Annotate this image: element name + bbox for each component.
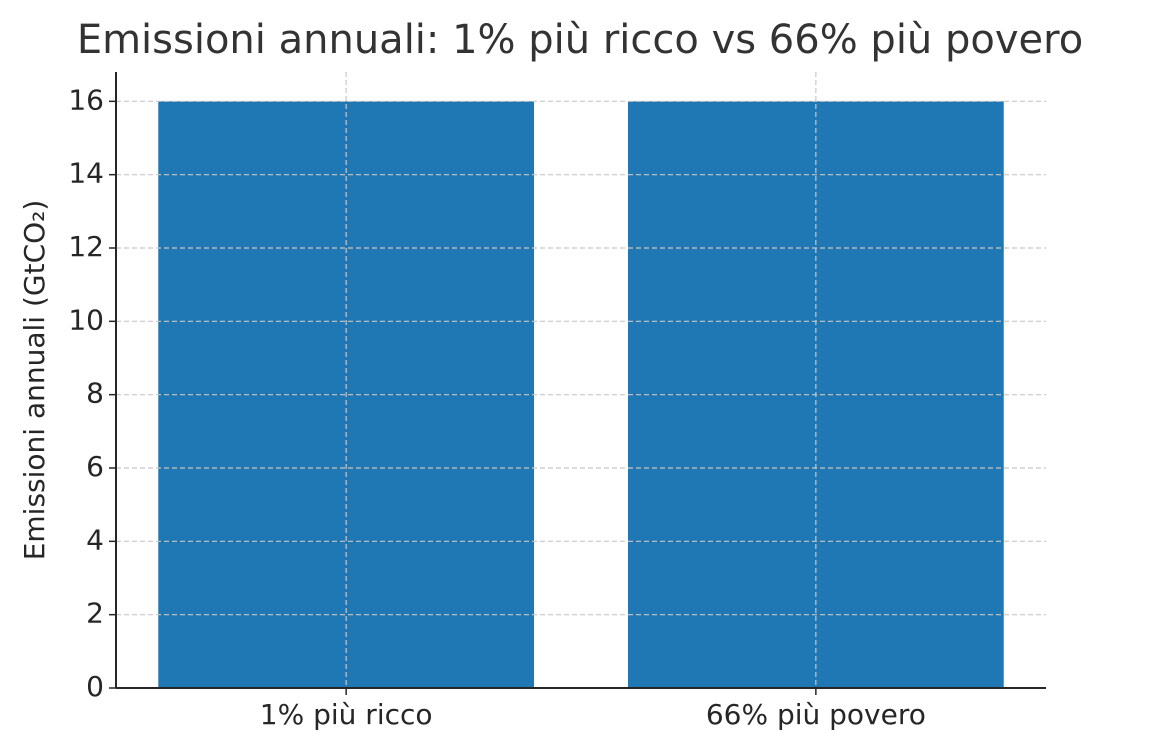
y-axis-label: Emissioni annuali (GtCO₂): [18, 200, 51, 561]
x-tick-label: 66% più povero: [706, 698, 926, 731]
y-tick-label: 12: [68, 230, 104, 263]
y-tick-label: 6: [86, 450, 104, 483]
y-tick-label: 8: [86, 377, 104, 410]
y-tick-label: 2: [86, 597, 104, 630]
y-tick-label: 16: [68, 83, 104, 116]
y-tick-label: 10: [68, 303, 104, 336]
y-tick-label: 4: [86, 523, 104, 556]
x-tick-label: 1% più ricco: [260, 698, 433, 731]
chart-title: Emissioni annuali: 1% più ricco vs 66% p…: [77, 17, 1083, 63]
y-tick-label: 14: [68, 157, 104, 190]
y-tick-label: 0: [86, 670, 104, 703]
